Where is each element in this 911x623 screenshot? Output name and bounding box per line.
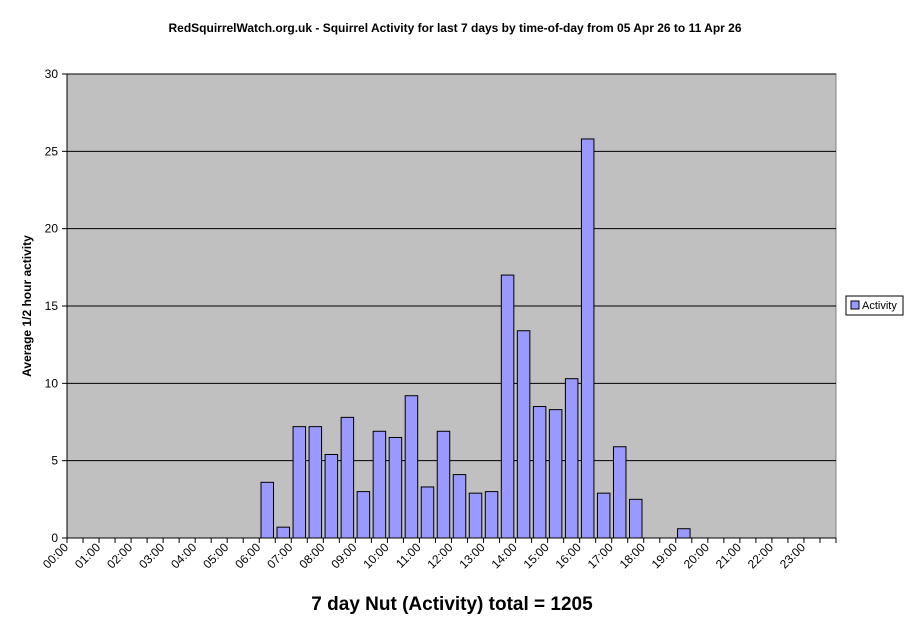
y-tick-label: 25 bbox=[45, 144, 59, 158]
x-tick-label: 02:00 bbox=[104, 540, 135, 571]
bar bbox=[340, 416, 355, 539]
x-tick-label: 19:00 bbox=[649, 540, 680, 571]
bar bbox=[308, 426, 323, 539]
x-tick-label: 23:00 bbox=[777, 540, 808, 571]
bar bbox=[436, 430, 451, 539]
x-tick-label: 14:00 bbox=[489, 540, 520, 571]
bar bbox=[452, 474, 467, 539]
x-tick-label: 05:00 bbox=[200, 540, 231, 571]
bar bbox=[564, 378, 579, 539]
bar bbox=[372, 430, 387, 539]
x-tick-label: 09:00 bbox=[328, 540, 359, 571]
legend-label: Activity bbox=[862, 300, 897, 312]
x-tick-label: 13:00 bbox=[457, 540, 488, 571]
x-tick-label: 07:00 bbox=[264, 540, 295, 571]
x-tick-label: 21:00 bbox=[713, 540, 744, 571]
bar bbox=[516, 330, 531, 539]
x-tick-label: 11:00 bbox=[393, 540, 424, 571]
x-tick-label: 16:00 bbox=[553, 540, 584, 571]
bar bbox=[404, 395, 419, 539]
bar bbox=[388, 436, 403, 539]
x-tick-label: 03:00 bbox=[136, 540, 167, 571]
bar bbox=[484, 491, 499, 539]
y-axis-label: Average 1/2 hour activity bbox=[20, 235, 34, 377]
x-axis-ticks: 00:00 01:00 02:00 03:00 04:00 05:00 06:00 07:00… bbox=[40, 538, 837, 571]
bar bbox=[628, 498, 643, 539]
x-tick-label: 20:00 bbox=[681, 540, 712, 571]
x-tick-label: 00:00 bbox=[40, 540, 71, 571]
y-tick-label: 5 bbox=[51, 454, 58, 468]
bar bbox=[612, 446, 627, 539]
grid-lines bbox=[67, 73, 836, 462]
bar bbox=[532, 406, 547, 539]
bar bbox=[260, 481, 275, 539]
legend: Activity bbox=[845, 295, 904, 316]
bar bbox=[580, 138, 595, 539]
bar bbox=[324, 453, 339, 539]
y-tick-label: 15 bbox=[45, 299, 59, 313]
bar bbox=[292, 426, 307, 539]
y-tick-label: 10 bbox=[45, 376, 59, 390]
bar bbox=[468, 492, 483, 539]
x-tick-label: 06:00 bbox=[232, 540, 263, 571]
x-tick-label: 22:00 bbox=[745, 540, 776, 571]
chart-footer: 7 day Nut (Activity) total = 1205 bbox=[311, 594, 593, 615]
y-tick-label: 0 bbox=[51, 531, 58, 545]
bar bbox=[677, 528, 691, 539]
x-tick-label: 01:00 bbox=[72, 540, 103, 571]
x-tick-label: 10:00 bbox=[360, 540, 391, 571]
bar bbox=[356, 491, 371, 539]
bar bbox=[596, 492, 611, 539]
bar bbox=[420, 486, 435, 539]
y-tick-label: 30 bbox=[45, 67, 59, 81]
x-tick-label: 17:00 bbox=[585, 540, 616, 571]
legend-swatch bbox=[850, 300, 860, 310]
x-tick-label: 04:00 bbox=[168, 540, 199, 571]
legend-box bbox=[845, 295, 904, 316]
bar bbox=[548, 409, 563, 539]
chart-title: RedSquirrelWatch.org.uk - Squirrel Activ… bbox=[168, 21, 741, 35]
x-tick-label: 12:00 bbox=[424, 540, 455, 571]
y-tick-label: 20 bbox=[45, 222, 59, 236]
x-tick-label: 18:00 bbox=[617, 540, 648, 571]
bar bbox=[500, 274, 515, 539]
bars bbox=[260, 138, 691, 539]
x-tick-label: 15:00 bbox=[521, 540, 552, 571]
x-tick-label: 08:00 bbox=[296, 540, 327, 571]
bar bbox=[276, 526, 291, 539]
